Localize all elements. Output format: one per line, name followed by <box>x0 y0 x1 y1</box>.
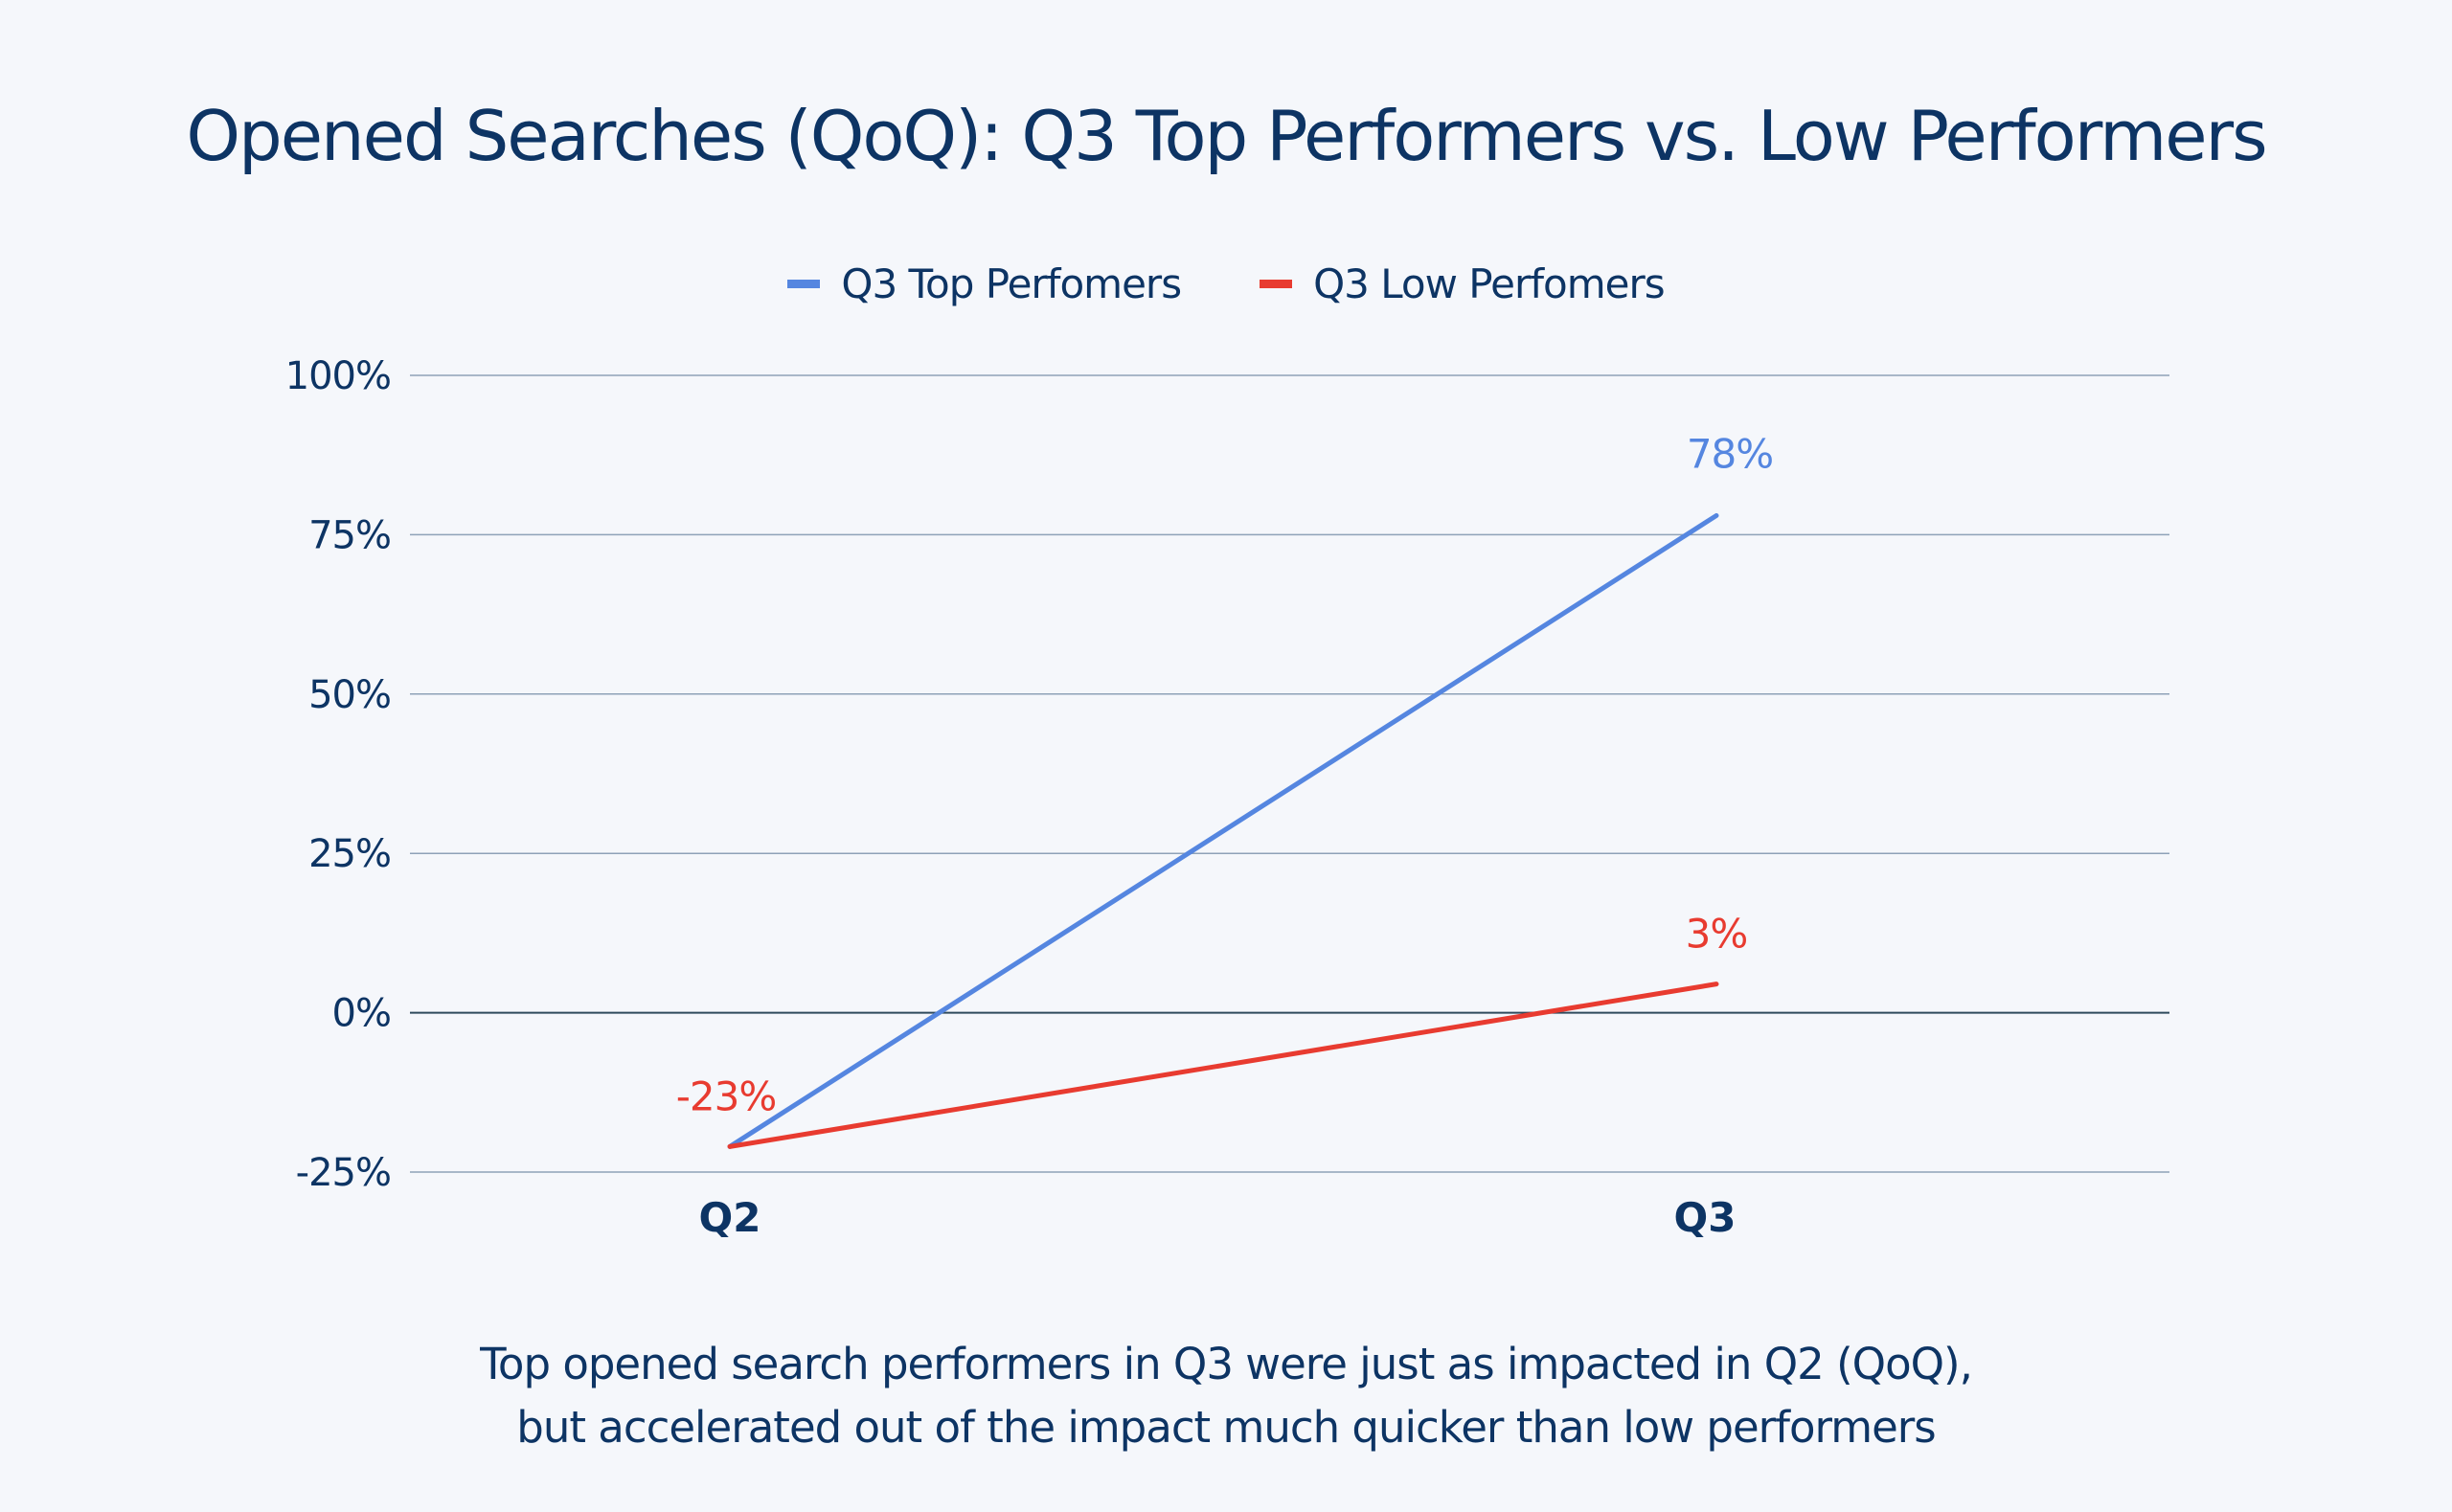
series-line-top-performers <box>727 512 1719 1149</box>
caption-line-1: Top opened search performers in Q3 were … <box>480 1339 1973 1389</box>
y-tick-label: -25% <box>296 1151 391 1195</box>
y-tick-label: 25% <box>308 832 391 876</box>
x-tick-label: Q3 <box>1674 1194 1737 1241</box>
caption-line-2: but accelerated out of the impact much q… <box>516 1402 1936 1453</box>
legend-item-top-performers: Q3 Top Perfomers <box>787 260 1182 307</box>
chart-legend: Q3 Top Perfomers Q3 Low Perfomers <box>0 260 2452 307</box>
y-tick-label: 100% <box>285 354 391 398</box>
y-tick-label: 75% <box>308 513 391 557</box>
data-labels: 78% -23% 3% <box>676 430 1774 1119</box>
x-tick-label: Q2 <box>699 1194 761 1241</box>
data-label: -23% <box>676 1072 777 1119</box>
y-axis-ticks: 100% 75% 50% 25% 0% -25% <box>285 354 392 1195</box>
legend-label-top-performers: Q3 Top Perfomers <box>841 260 1182 307</box>
legend-swatch-top-performers <box>787 280 821 288</box>
chart-title: Opened Searches (QoQ): Q3 Top Performers… <box>186 96 2267 176</box>
x-axis-ticks: Q2 Q3 <box>699 1194 1737 1241</box>
y-tick-label: 0% <box>332 992 391 1036</box>
series-lines <box>727 512 1719 1149</box>
grid-lines <box>410 374 2169 1173</box>
y-tick-label: 50% <box>308 673 391 717</box>
legend-item-low-performers: Q3 Low Perfomers <box>1260 260 1666 307</box>
legend-label-low-performers: Q3 Low Perfomers <box>1313 260 1666 307</box>
legend-swatch-low-performers <box>1260 280 1293 288</box>
data-label: 3% <box>1686 911 1748 958</box>
series-line-low-performers <box>727 982 1719 1149</box>
chart-caption: Top opened search performers in Q3 were … <box>0 1333 2452 1459</box>
data-label: 78% <box>1687 430 1773 477</box>
